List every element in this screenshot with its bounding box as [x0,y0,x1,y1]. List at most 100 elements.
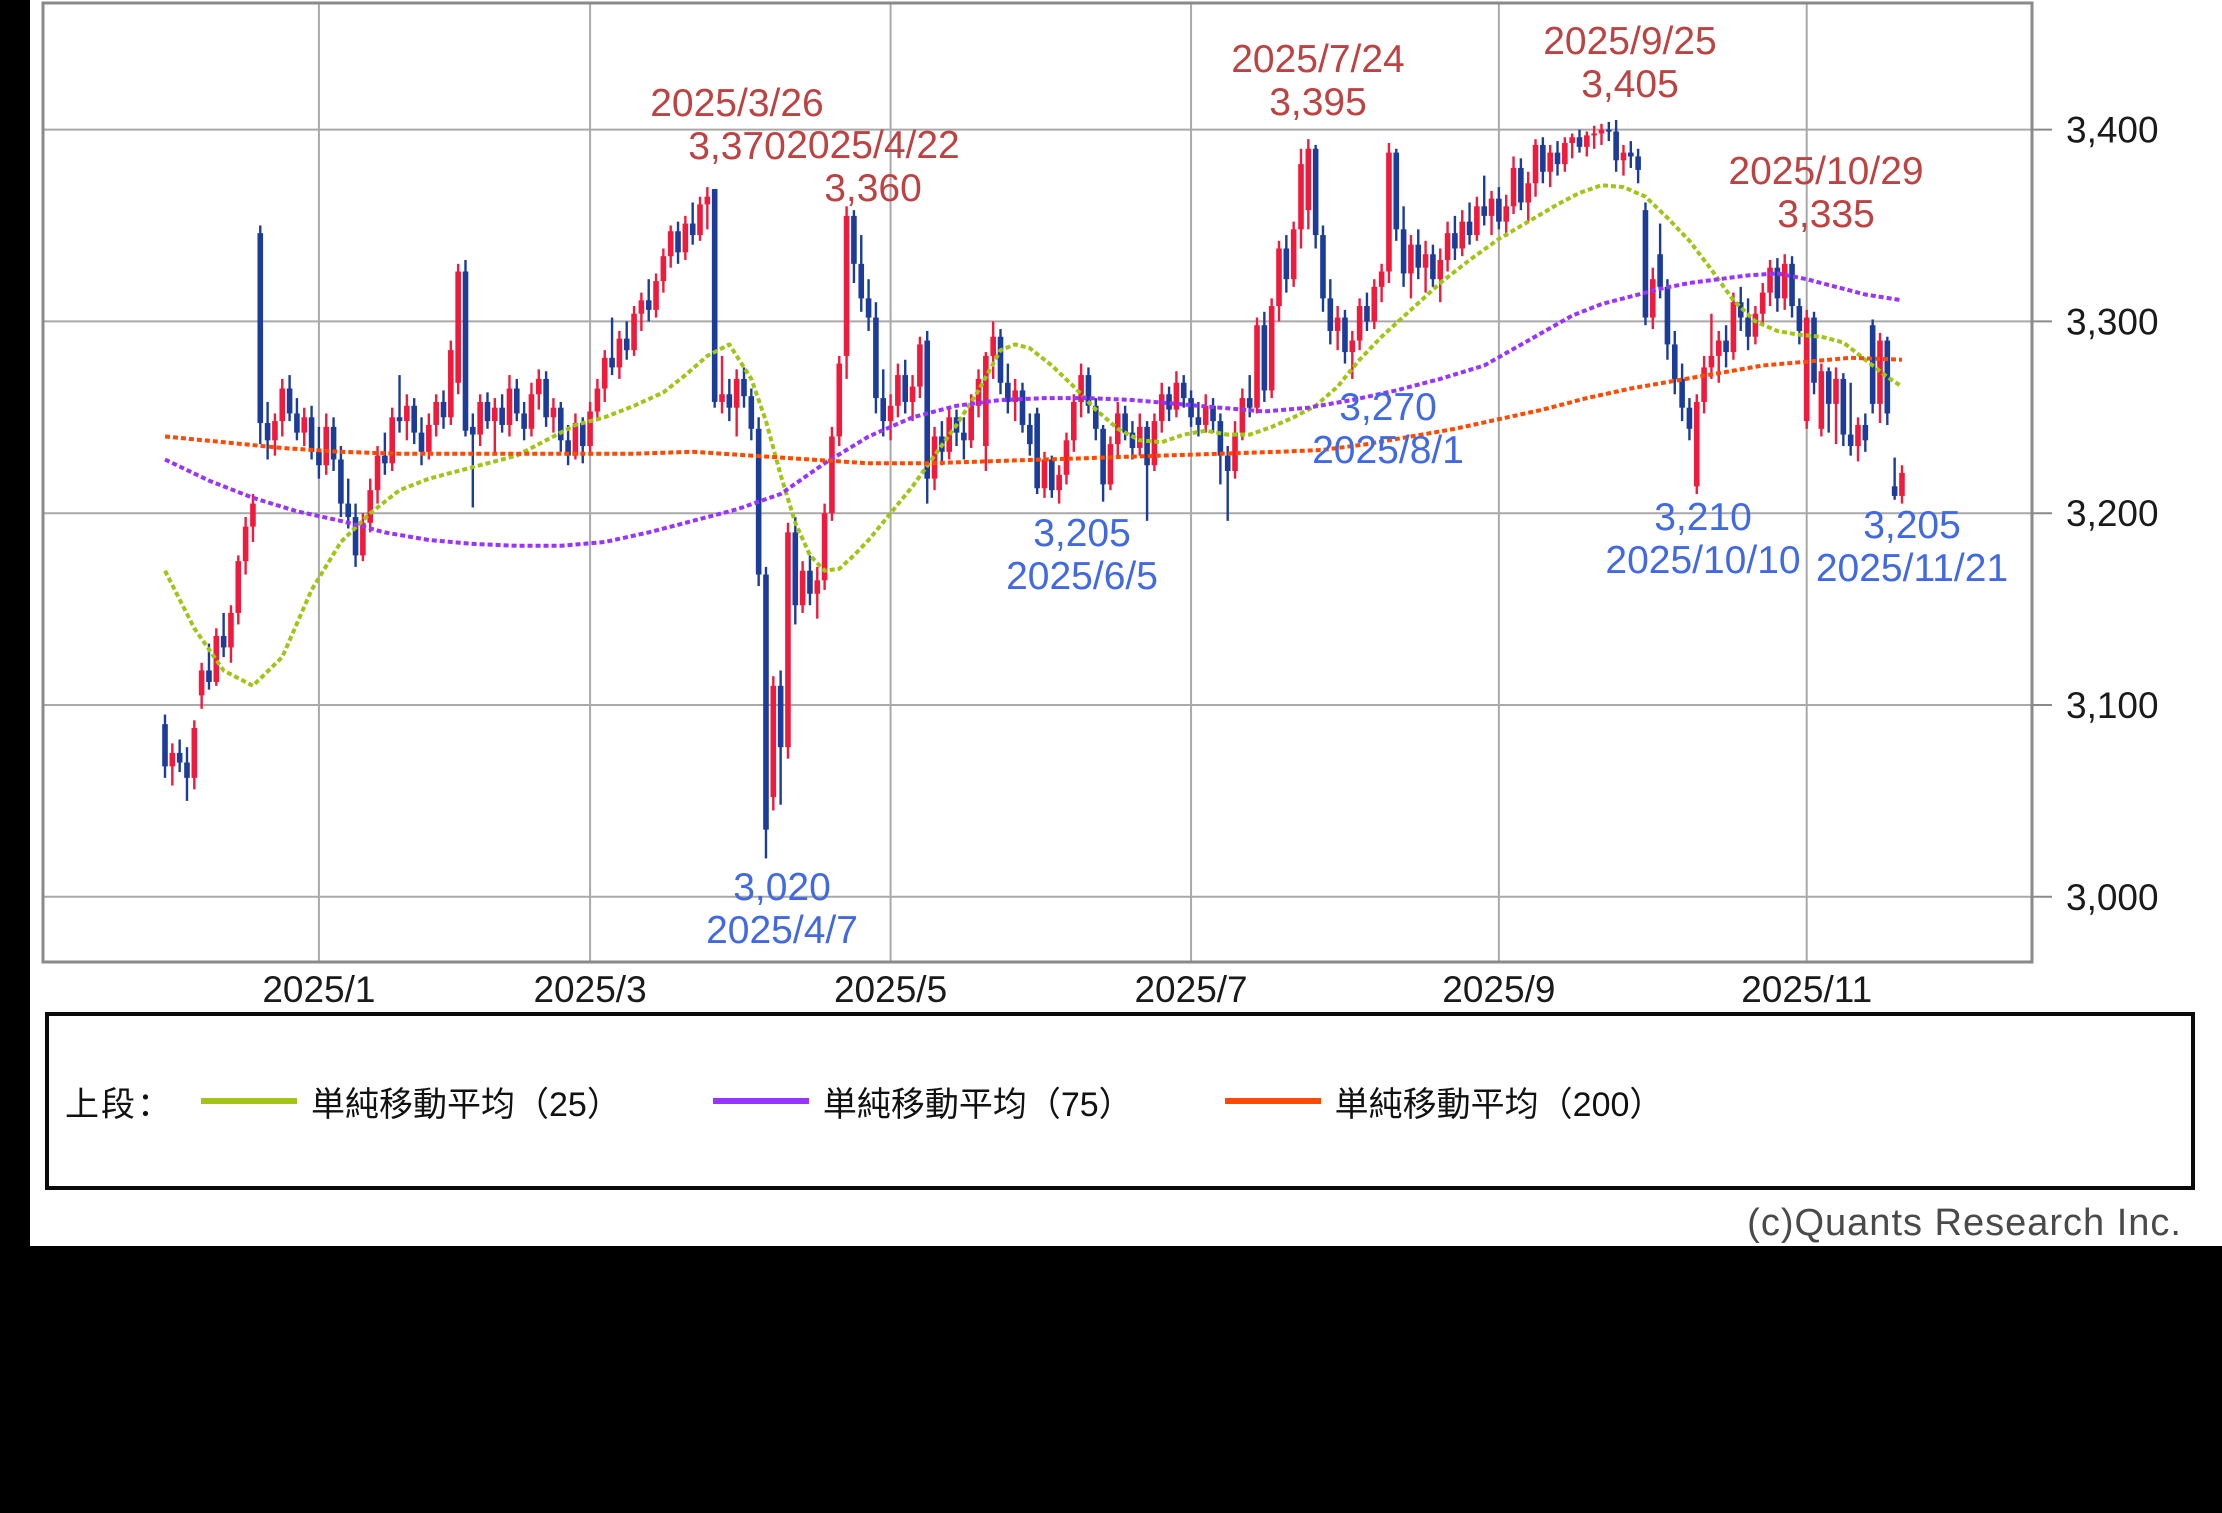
candle-body [792,532,799,606]
sma75-line-swatch-icon [712,1098,809,1104]
candle-body [719,394,725,402]
candle-body [1342,317,1348,353]
high-annotation: 2025/10/29 3,335 [1728,150,1923,236]
candle-body [1657,254,1663,287]
candle-body [1290,229,1297,280]
candle-body [1855,424,1861,447]
candle-body [1642,210,1649,318]
candle-body [1679,378,1685,408]
sma25-label: 単純移動平均（25） [311,1085,621,1124]
candle-body [1268,306,1275,391]
candle-body [1664,286,1671,345]
candle-body [316,451,322,466]
candle-body [594,388,601,412]
candle-body [1437,260,1444,280]
sma200-line-swatch-icon [1224,1098,1321,1104]
low-annotation: 3,020 2025/4/7 [706,866,858,952]
candle-body [360,522,366,556]
candle-body [689,223,696,236]
candle-body [279,388,286,422]
candle-body [1210,405,1216,422]
y-axis-label: 3,400 [2066,110,2159,151]
candle-body [1803,317,1810,422]
legend-box: 上段： 単純移動平均（25） 単純移動平均（75） 単純移動平均（200） [45,1012,2195,1190]
candle-body [1532,144,1539,184]
candle-body [1217,421,1224,456]
candle-body [492,407,498,422]
candle-body [1774,267,1781,299]
candle-body [917,344,923,387]
candle-body [902,375,909,402]
high-annotation: 2025/4/22 3,360 [786,124,960,210]
candle-body [1796,306,1803,331]
candle-body [609,357,615,368]
candle-body [873,317,879,399]
candle-body [924,340,931,479]
candle-body [1246,398,1253,408]
candle-body [1298,164,1304,230]
candle-body [1576,137,1583,147]
candle-body [638,300,645,314]
candle-body [396,417,403,422]
candle-body [301,417,308,433]
candle-body [1012,390,1018,402]
candle-body [1759,292,1766,314]
candle-body [1525,183,1531,203]
candle-body [1107,444,1114,485]
candle-body [1562,143,1568,165]
candle-body [1628,152,1634,157]
candle-body [250,503,256,527]
candle-body [1070,401,1077,441]
candle-body [843,215,850,356]
candle-body [557,407,564,441]
candle-body [1503,206,1510,222]
candle-body [785,532,791,748]
candle-body [1715,340,1722,356]
candle-body [829,436,835,514]
candle-body [257,233,264,424]
candle-body [162,724,168,767]
candle-wick [1351,330,1354,379]
candle-body [1276,248,1282,307]
y-axis-label: 3,200 [2066,493,2159,534]
candle-wick [222,612,225,658]
x-axis-label: 2025/5 [834,969,947,1010]
candle-body [1261,325,1268,391]
candlestick-chart: 3,400 3,300 3,200 3,100 3,000 2025/1 2025/3 202… [41,1,2159,1010]
candle-body [1129,432,1136,448]
candle-body [1415,244,1422,268]
candle-body [733,378,740,408]
candle-wick [1600,123,1603,145]
candle-body [1452,233,1458,249]
candle-body [653,281,659,310]
y-axis-label: 3,000 [2066,877,2159,918]
candle-body [909,386,916,402]
candle-body [1840,378,1847,435]
candle-body [1496,198,1502,222]
candle-body [1481,206,1488,216]
candle-body [235,561,242,613]
y-axis-label: 3,100 [2066,685,2159,726]
candle-body [1459,221,1466,249]
candle-body [616,338,623,368]
candle-body [1693,401,1700,487]
candle-body [1144,426,1150,466]
legend-prefix-label: 上段： [65,1085,173,1124]
candle-body [697,204,703,236]
candle-body [1701,367,1707,402]
candle-body [272,421,278,441]
candle-wick [1248,375,1251,418]
candle-body [1767,267,1773,293]
candle-body [455,271,461,383]
sma-line-2 [164,355,1903,466]
candle-body [726,394,733,408]
candle-body [1166,394,1172,410]
candle-body [1745,317,1751,337]
candle-body [1085,375,1092,406]
candle-body [631,313,637,351]
candle-body [470,426,476,435]
candle-body [1474,206,1480,236]
sma200-label: 単純移動平均（200） [1334,1085,1664,1124]
candle-body [418,432,425,452]
candle-wick [1570,133,1574,159]
